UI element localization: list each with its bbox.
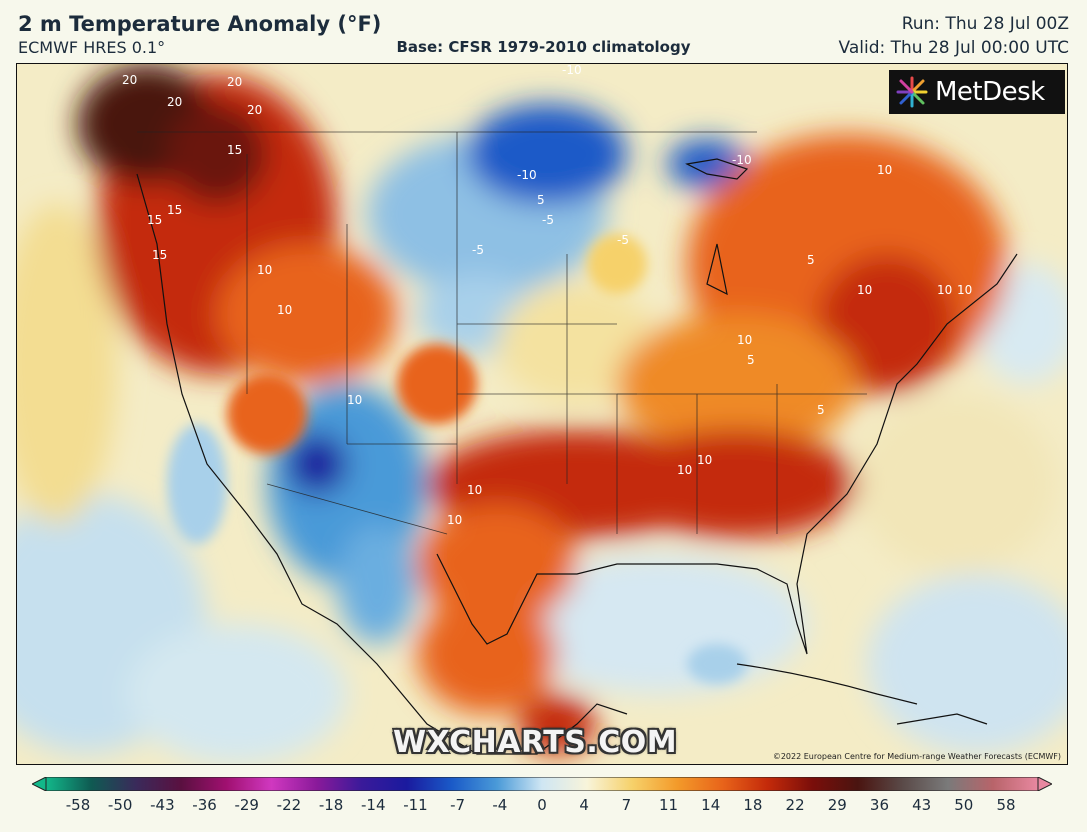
color-scale-tick-label: -29 [234,796,259,814]
valid-time: Valid: Thu 28 Jul 00:00 UTC [838,38,1069,58]
contour-label: 15 [167,203,182,217]
color-scale-min-arrow [32,777,47,791]
contour-label: 10 [447,513,462,527]
color-scale-tick-label: -50 [107,796,133,814]
metdesk-logo[interactable]: MetDesk [889,70,1065,114]
logo-text: MetDesk [935,77,1045,107]
contour-label: 20 [167,95,182,109]
color-scale-tick-label: -7 [450,796,466,814]
color-scale-ticks: -58 -50 -43 -36 -29 -22 -18 -14 -11 -7 -4 0 4 7 11 14 18… [0,796,1087,818]
contour-label: 5 [807,253,815,267]
color-scale-tick-label: 22 [785,796,805,814]
color-scale-tick-label: 14 [701,796,721,814]
chart-title: 2 m Temperature Anomaly (°F) [18,12,382,36]
anomaly-field [17,64,1067,764]
color-scale-tick-label: -18 [318,796,344,814]
lake-superior [685,158,749,180]
contour-label: 10 [857,283,872,297]
model-name: ECMWF HRES 0.1° [18,38,166,57]
color-scale-tick-label: 11 [658,796,679,814]
color-scale-tick-label: 58 [996,796,1016,814]
contour-label: 5 [747,353,755,367]
color-scale-max-arrow [1037,777,1052,791]
contour-label: 10 [877,163,892,177]
contour-label: 5 [817,403,825,417]
contour-label: 20 [227,75,242,89]
contour-label: -10 [517,168,537,182]
color-scale-tick-label: -11 [403,796,428,814]
color-scale-tick-label: 36 [869,796,889,814]
color-scale-tick-label: 0 [537,796,547,814]
contour-label: 10 [677,463,692,477]
contour-label: 10 [957,283,972,297]
color-scale-tick-label: -22 [276,796,302,814]
atlantic-gulf-coast [436,253,1018,655]
map-canvas: 20 20 20 20 15 15 15 15 10 10 10 10 10 1… [17,64,1067,764]
contour-labels: 20 20 20 20 15 15 15 15 10 10 10 10 10 1… [122,64,972,527]
color-scale-gradient [45,777,1039,791]
contour-label: 20 [247,103,262,117]
hispaniola [896,713,988,725]
cuba [736,663,918,705]
color-scale-tick-label: 50 [954,796,974,814]
color-scale-bar [32,777,1052,791]
color-scale-tick-label: 7 [621,796,632,814]
contour-label: -10 [732,153,752,167]
color-scale-tick-label: 18 [743,796,763,814]
climatology-base: Base: CFSR 1979-2010 climatology [396,38,691,56]
copyright-text: ©2022 European Centre for Medium-range W… [772,752,1061,761]
contour-label: 15 [147,213,162,227]
color-scale-tick-label: -14 [361,796,386,814]
color-scale-tick-label: 4 [579,796,589,814]
pacific-coast [136,173,628,755]
color-scale-tick-label: -36 [192,796,217,814]
contour-label: 20 [122,73,137,87]
contour-label: 10 [937,283,952,297]
color-scale-tick-label: -58 [65,796,91,814]
color-scale-tick-label: 43 [912,796,932,814]
contour-label: 10 [697,453,712,467]
contour-label: 10 [467,483,482,497]
coastlines [136,158,1018,755]
contour-label: 10 [737,333,752,347]
color-scale-tick-label: -43 [150,796,175,814]
contour-label: -5 [542,213,554,227]
run-time: Run: Thu 28 Jul 00Z [901,14,1069,34]
contour-label: 10 [347,393,362,407]
contour-label: 15 [152,248,167,262]
color-scale-tick-label: -4 [492,796,508,814]
watermark: WXCHARTS.COM [393,725,678,760]
contour-label: 10 [277,303,292,317]
state-borders [137,131,867,535]
contour-label: -5 [617,233,629,247]
contour-label: 5 [537,193,545,207]
temperature-anomaly-map[interactable]: 20 20 20 20 15 15 15 15 10 10 10 10 10 1… [16,63,1068,765]
contour-label: -10 [562,64,582,77]
color-scale-tick-label: 29 [827,796,847,814]
contour-label: -5 [472,243,484,257]
contour-label: 15 [227,143,242,157]
metdesk-starburst-icon [896,76,928,108]
lake-michigan [706,243,728,296]
contour-label: 10 [257,263,272,277]
